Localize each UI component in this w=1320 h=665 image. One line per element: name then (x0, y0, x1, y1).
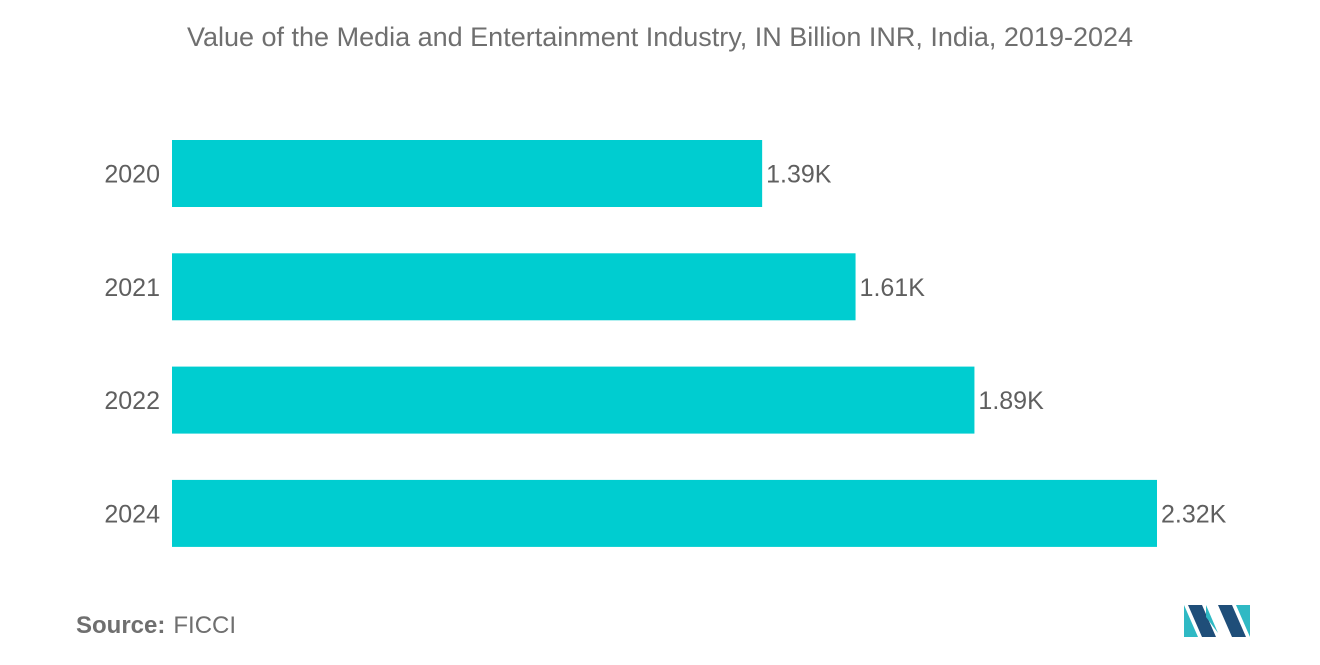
bar-2022 (172, 366, 975, 434)
bar-chart: 2020 2021 2022 2024 1.39K 1.61K 1.89K 2.32K (104, 140, 1227, 547)
y-tick-label: 2022 (104, 387, 160, 415)
data-label: 1.89K (978, 387, 1044, 415)
bars (172, 140, 1157, 547)
bar-2020 (172, 140, 763, 207)
source-value: FICCI (173, 612, 237, 639)
data-labels: 1.39K 1.61K 1.89K 2.32K (766, 161, 1227, 529)
data-label: 1.61K (860, 274, 926, 302)
bar-2021 (172, 253, 856, 321)
mordor-intelligence-logo-icon (1184, 605, 1250, 637)
data-label: 1.39K (766, 161, 832, 189)
data-label: 2.32K (1161, 500, 1227, 528)
bar-2024 (172, 479, 1157, 547)
source-label: Source: (76, 612, 166, 639)
y-axis-labels: 2020 2021 2022 2024 (104, 161, 160, 529)
source-note: Source: FICCI (76, 612, 236, 640)
y-tick-label: 2021 (104, 274, 160, 302)
y-tick-label: 2020 (104, 161, 160, 189)
chart-title: Value of the Media and Entertainment Ind… (186, 22, 1134, 52)
y-tick-label: 2024 (104, 500, 160, 528)
